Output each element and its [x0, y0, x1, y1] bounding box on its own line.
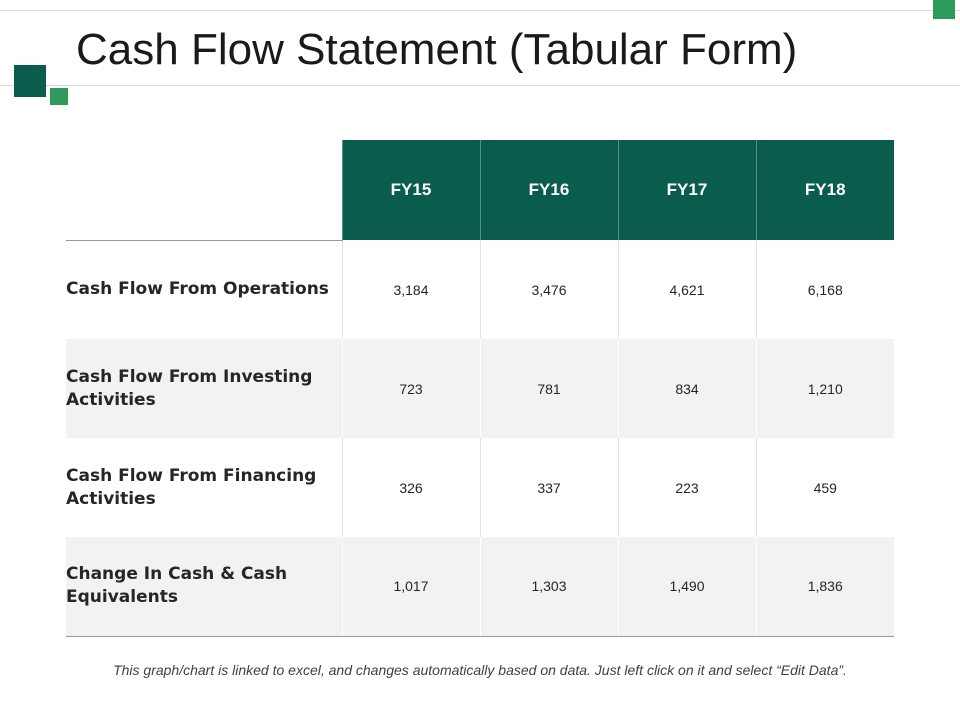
row-label: Cash Flow From Financing Activities: [66, 438, 342, 537]
row-label: Change In Cash & Cash Equivalents: [66, 537, 342, 636]
column-header-fy17: FY17: [618, 140, 756, 240]
table-cell: 326: [342, 438, 480, 537]
table-cell: 3,184: [342, 240, 480, 339]
row-label: Cash Flow From Investing Activities: [66, 339, 342, 438]
table-cell: 781: [480, 339, 618, 438]
top-rule: [0, 10, 960, 11]
table-cell: 459: [756, 438, 894, 537]
table-cell: 3,476: [480, 240, 618, 339]
table-cell: 4,621: [618, 240, 756, 339]
table-row: Cash Flow From Operations 3,184 3,476 4,…: [66, 240, 894, 339]
page-title: Cash Flow Statement (Tabular Form): [76, 20, 797, 80]
table-cell: 1,210: [756, 339, 894, 438]
decoration-square-large: [14, 65, 46, 97]
row-label: Cash Flow From Operations: [66, 240, 342, 339]
table-row: Cash Flow From Investing Activities 723 …: [66, 339, 894, 438]
table-cell: 1,490: [618, 537, 756, 636]
table-cell: 1,303: [480, 537, 618, 636]
table-cell: 6,168: [756, 240, 894, 339]
table-cell: 337: [480, 438, 618, 537]
footnote: This graph/chart is linked to excel, and…: [0, 662, 960, 678]
decoration-square-small: [50, 88, 68, 105]
table-cell: 834: [618, 339, 756, 438]
table-cell: 1,836: [756, 537, 894, 636]
column-header-fy15: FY15: [342, 140, 480, 240]
column-header-fy16: FY16: [480, 140, 618, 240]
table-cell: 1,017: [342, 537, 480, 636]
table-cell: 223: [618, 438, 756, 537]
title-rule: [0, 85, 960, 86]
header-blank-cell: [66, 140, 342, 240]
column-header-fy18: FY18: [756, 140, 894, 240]
table-row: Change In Cash & Cash Equivalents 1,017 …: [66, 537, 894, 636]
table-row: Cash Flow From Financing Activities 326 …: [66, 438, 894, 537]
table-cell: 723: [342, 339, 480, 438]
cash-flow-table: FY15 FY16 FY17 FY18 Cash Flow From Opera…: [66, 140, 894, 637]
corner-decoration: [933, 0, 955, 19]
table-header-row: FY15 FY16 FY17 FY18: [66, 140, 894, 240]
